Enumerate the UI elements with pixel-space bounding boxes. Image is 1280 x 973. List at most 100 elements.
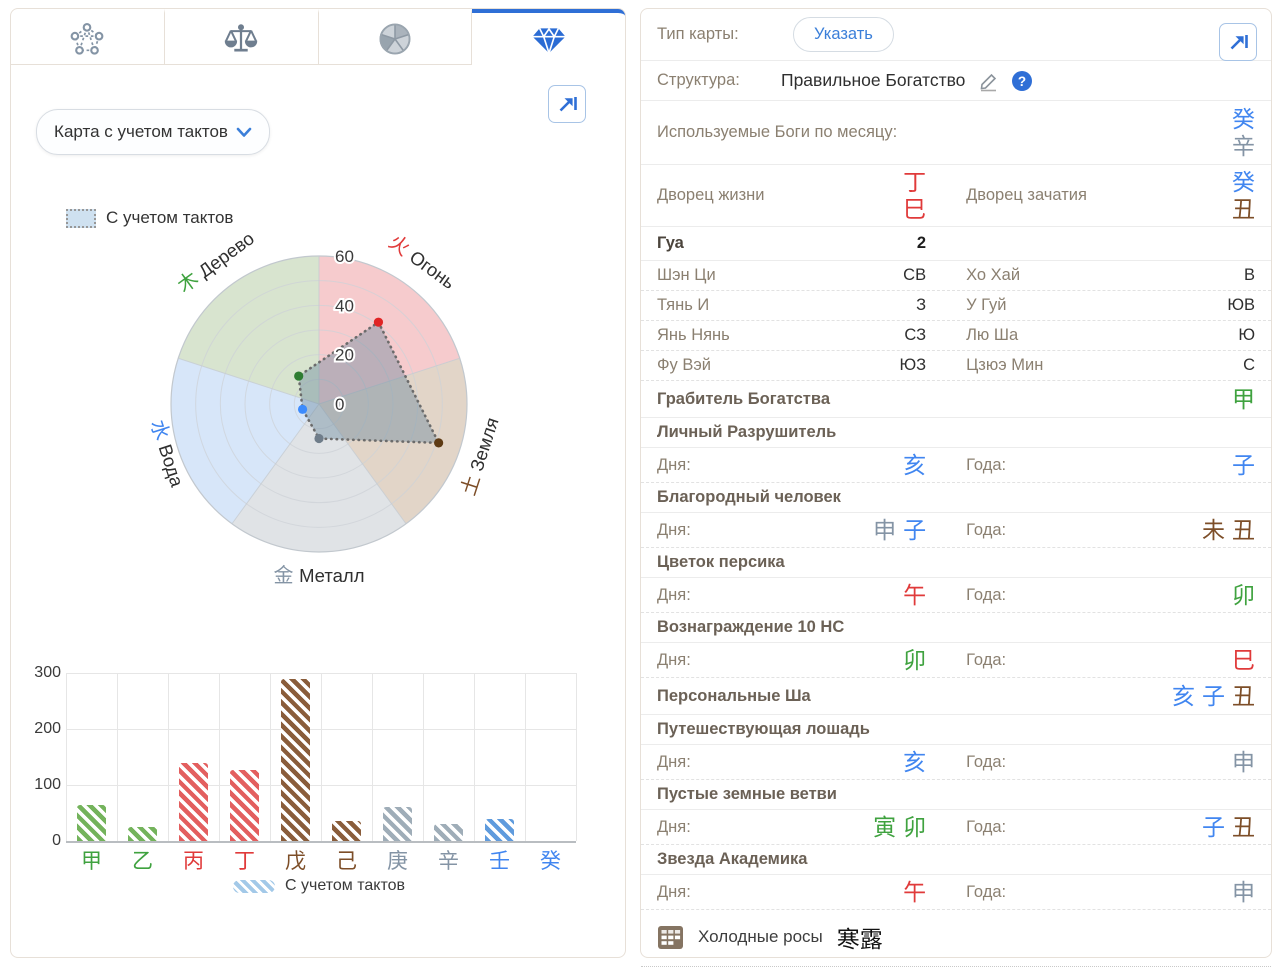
section-title-row: Звезда Академика — [641, 845, 1271, 875]
hanzi-char: 丑 — [1232, 682, 1255, 709]
sector-Дерево — [178, 256, 319, 404]
gods-label: Используемые Боги по месяцу: — [657, 123, 898, 141]
specify-button[interactable]: Указать — [793, 17, 894, 52]
hanzi-char: 卯 — [1232, 581, 1255, 608]
bar-plot-area — [66, 673, 577, 843]
hanzi-char: 未 — [1202, 516, 1225, 543]
hanzi-char: 寅 — [873, 813, 897, 840]
day-chars: 午 — [903, 879, 926, 905]
bar-legend[interactable]: С учетом тактов — [31, 877, 607, 895]
hanzi-char: 子 — [1202, 813, 1225, 840]
tab-elements-network[interactable] — [11, 9, 165, 65]
year-label: Года: — [966, 455, 1007, 474]
day-year-row: Дня: 卯 Года: 巳 — [641, 643, 1271, 678]
chart-type-dropdown[interactable]: Карта с учетом тактов — [36, 109, 270, 155]
bar-legend-label: С учетом тактов — [285, 877, 405, 894]
section-chars: 亥子丑 — [1172, 683, 1255, 709]
gua-name: Шэн Ци — [657, 266, 716, 284]
conception-palace-label: Дворец зачатия — [966, 186, 1087, 204]
tab-elements-wheel[interactable] — [318, 9, 473, 65]
solar-term-name: Холодные росы — [698, 927, 823, 946]
expand-icon — [554, 91, 580, 117]
x-tick-hanzi: 甲 — [81, 850, 102, 873]
structure-row: Структура: Правильное Богатство ? — [641, 61, 1271, 101]
bar — [485, 818, 514, 841]
hanzi-char: 癸 — [1232, 169, 1255, 196]
axis-label-Металл: 金 Металл — [274, 564, 365, 587]
hanzi-char: 丑 — [1232, 813, 1255, 840]
bar — [128, 827, 157, 841]
hanzi-char: 午 — [903, 581, 927, 608]
radar-point-Огонь — [373, 317, 384, 327]
gua-name: Фу Вэй — [657, 356, 712, 374]
radar-point-Металл — [314, 433, 324, 444]
tab-diamond[interactable] — [472, 9, 625, 65]
diamond-icon — [529, 19, 569, 59]
x-tick-hanzi: 壬 — [489, 850, 510, 873]
card-type-label: Тип карты: — [657, 25, 739, 43]
x-tick-hanzi: 庚 — [387, 850, 408, 873]
life-palace-label: Дворец жизни — [657, 186, 765, 204]
bar-legend-swatch — [233, 879, 276, 893]
radar-tick-label: 0 — [335, 395, 344, 414]
gua-label: Гуа — [657, 234, 684, 252]
hanzi-char: 子 — [903, 516, 927, 543]
x-tick-hanzi: 癸 — [540, 850, 561, 873]
gua-name: Тянь И — [657, 296, 710, 314]
tab-balance-scales[interactable] — [164, 9, 319, 65]
gua-direction: Ю — [1238, 326, 1255, 344]
hanzi-char: 亥 — [903, 451, 927, 478]
hanzi-char: 申 — [873, 516, 897, 543]
chevron-down-icon — [236, 127, 252, 138]
day-chars: 亥 — [903, 452, 926, 478]
life-palace-chars: 丁巳 — [903, 169, 926, 222]
section-title-row: Путешествующая лошадь — [641, 715, 1271, 745]
section-title: Личный Разрушитель — [657, 423, 837, 441]
hanzi-char: 子 — [1202, 682, 1225, 709]
radar-legend-swatch — [66, 208, 96, 228]
section-title: Грабитель Богатства — [657, 389, 830, 408]
x-tick-hanzi: 丙 — [183, 850, 204, 873]
bar — [77, 804, 106, 841]
gua-name: У Гуй — [966, 296, 1007, 314]
day-label: Дня: — [657, 817, 691, 836]
hanzi-char: 申 — [1232, 748, 1255, 775]
hanzi-char: 甲 — [1232, 385, 1255, 412]
radar-legend[interactable]: С учетом тактов — [66, 208, 233, 228]
sector-Вода — [170, 358, 319, 524]
x-tick-hanzi: 丁 — [234, 850, 255, 873]
table-icon[interactable] — [657, 924, 684, 951]
gua-direction-row: Фу Вэй ЮЗ Цзюэ Мин С — [641, 351, 1271, 381]
bar — [434, 824, 463, 841]
gridline — [66, 729, 576, 730]
gua-value: 2 — [916, 234, 927, 252]
dropdown-value: Карта с учетом тактов — [54, 122, 228, 141]
gridline — [576, 673, 577, 841]
x-tick-hanzi: 辛 — [438, 850, 459, 873]
radar-tick-label: 20 — [335, 346, 354, 365]
radar-tick-label: 60 — [335, 247, 354, 266]
section-title-row: Грабитель Богатства 甲 — [641, 381, 1271, 418]
expand-details-button[interactable] — [1219, 23, 1257, 61]
hanzi-char: 丁 — [903, 169, 927, 196]
gridline — [423, 673, 424, 841]
y-tick-label: 200 — [34, 720, 61, 737]
gua-direction: С — [1243, 356, 1255, 374]
palaces-row: Дворец жизни 丁巳 Дворец зачатия 癸丑 — [641, 165, 1271, 227]
edit-pencil-icon[interactable] — [977, 70, 1001, 92]
year-label: Года: — [966, 650, 1007, 669]
day-year-row: Дня: 午 Года: 申 — [641, 875, 1271, 910]
day-label: Дня: — [657, 650, 691, 669]
expand-chart-button[interactable] — [548, 85, 586, 123]
year-chars: 申 — [1232, 879, 1255, 905]
help-icon[interactable]: ? — [1011, 70, 1033, 92]
hanzi-char: 巳 — [1232, 646, 1255, 673]
gua-direction-row: Шэн Ци СВ Хо Хай В — [641, 261, 1271, 291]
day-year-row: Дня: 午 Года: 卯 — [641, 578, 1271, 613]
bar — [281, 678, 310, 841]
conception-palace-chars: 癸丑 — [1232, 169, 1255, 222]
network-pentagon-icon — [69, 21, 105, 57]
day-label: Дня: — [657, 585, 691, 604]
day-label: Дня: — [657, 882, 691, 901]
